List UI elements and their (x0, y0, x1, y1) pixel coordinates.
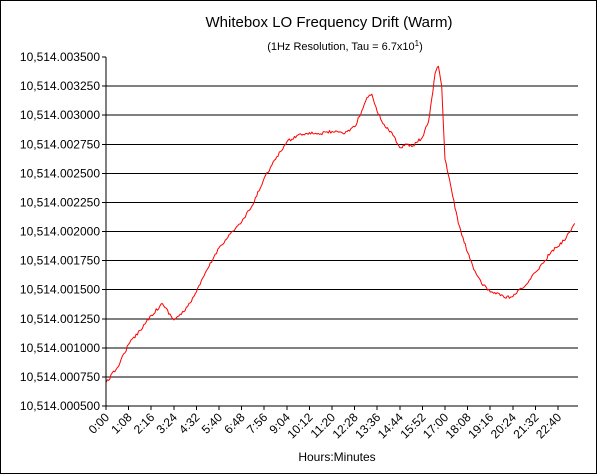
y-tick-label: 10,514.000750 (20, 370, 100, 384)
y-tick-label: 10,514.002000 (20, 225, 100, 239)
y-tick-label: 10,514.002750 (20, 137, 100, 151)
chart-subtitle: (1Hz Resolution, Tau = 6.7x101) (267, 39, 423, 53)
y-tick-label: 10,514.001250 (20, 312, 100, 326)
y-tick-label: 10,514.003250 (20, 79, 100, 93)
x-axis-title: Hours:Minutes (298, 450, 375, 464)
y-tick-label: 10,514.003500 (20, 50, 100, 64)
x-tick-label: 1:08 (108, 410, 135, 437)
y-tick-label: 10,514.001000 (20, 341, 100, 355)
y-axis-ticks: 10,514.003500 10,514.003250 10,514.003000 1… (20, 50, 106, 413)
x-tick-label: 5:40 (199, 410, 226, 437)
x-axis-ticks: 0:001:082:163:244:325:406:487:569:0410:1… (86, 406, 564, 441)
chart-title: Whitebox LO Frequency Drift (Warm) (206, 14, 453, 31)
x-tick-label: 10:12 (284, 410, 315, 441)
series-layer (105, 65, 576, 383)
gridlines (106, 85, 578, 378)
y-tick-label: 10,514.000500 (20, 399, 100, 413)
subtitle-superscript: 1 (415, 39, 420, 48)
x-tick-label: 22:40 (533, 410, 564, 441)
subtitle-main: (1Hz Resolution, Tau = 6.7x10 (267, 41, 414, 53)
x-tick-label: 3:24 (154, 410, 181, 437)
x-tick-label: 7:56 (244, 410, 271, 437)
y-tick-label: 10,514.002500 (20, 166, 100, 180)
y-tick-label: 10,514.001500 (20, 283, 100, 297)
y-tick-label: 10,514.001750 (20, 254, 100, 268)
series-line (105, 65, 576, 383)
y-tick-label: 10,514.002250 (20, 195, 100, 209)
x-tick-label: 2:16 (131, 410, 158, 437)
x-tick-label: 6:48 (221, 410, 248, 437)
x-tick-label: 4:32 (176, 410, 203, 437)
axes (105, 57, 578, 407)
y-tick-label: 10,514.003000 (20, 108, 100, 122)
x-tick-label: 0:00 (86, 410, 113, 437)
subtitle-end: ) (419, 41, 423, 53)
